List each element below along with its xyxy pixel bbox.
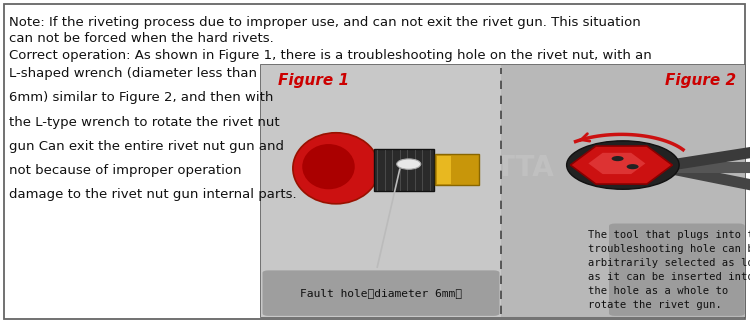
Text: Figure 2: Figure 2 [664,73,736,88]
Text: 6mm) similar to Figure 2, and then with: 6mm) similar to Figure 2, and then with [9,91,273,104]
Bar [261,65,501,317]
Text: L-shaped wrench (diameter less than: L-shaped wrench (diameter less than [9,67,257,80]
Circle shape [567,141,680,189]
Circle shape [397,159,421,169]
Text: Note: If the riveting process due to improper use, and can not exit the rivet gu: Note: If the riveting process due to imp… [9,16,640,28]
Text: gun Can exit the entire rivet nut gun and: gun Can exit the entire rivet nut gun an… [9,140,284,153]
Text: damage to the rivet nut gun internal parts.: damage to the rivet nut gun internal par… [9,188,296,201]
Text: Figure 1: Figure 1 [278,73,349,88]
Bar [261,65,745,317]
Ellipse shape [292,133,379,204]
Text: not because of improper operation: not because of improper operation [9,164,242,177]
Text: SHEMATTA  AO: SHEMATTA AO [387,154,618,182]
Text: Fault hole（diameter 6mm）: Fault hole（diameter 6mm） [300,288,462,298]
Bar [435,154,478,185]
Bar [374,149,434,191]
Text: The tool that plugs into the
troubleshooting hole can be
arbitrarily selected as: The tool that plugs into the troubleshoo… [588,230,750,310]
Text: can not be forced when the hard rivets.: can not be forced when the hard rivets. [9,32,274,45]
FancyBboxPatch shape [262,270,500,316]
Text: the L-type wrench to rotate the rivet nut: the L-type wrench to rotate the rivet nu… [9,116,280,129]
Bar [437,156,451,184]
Circle shape [612,156,624,161]
Ellipse shape [302,144,355,189]
Circle shape [627,164,638,169]
Text: Correct operation: As shown in Figure 1, there is a troubleshooting hole on the : Correct operation: As shown in Figure 1,… [9,49,652,62]
Bar [501,65,745,317]
FancyBboxPatch shape [609,224,745,316]
